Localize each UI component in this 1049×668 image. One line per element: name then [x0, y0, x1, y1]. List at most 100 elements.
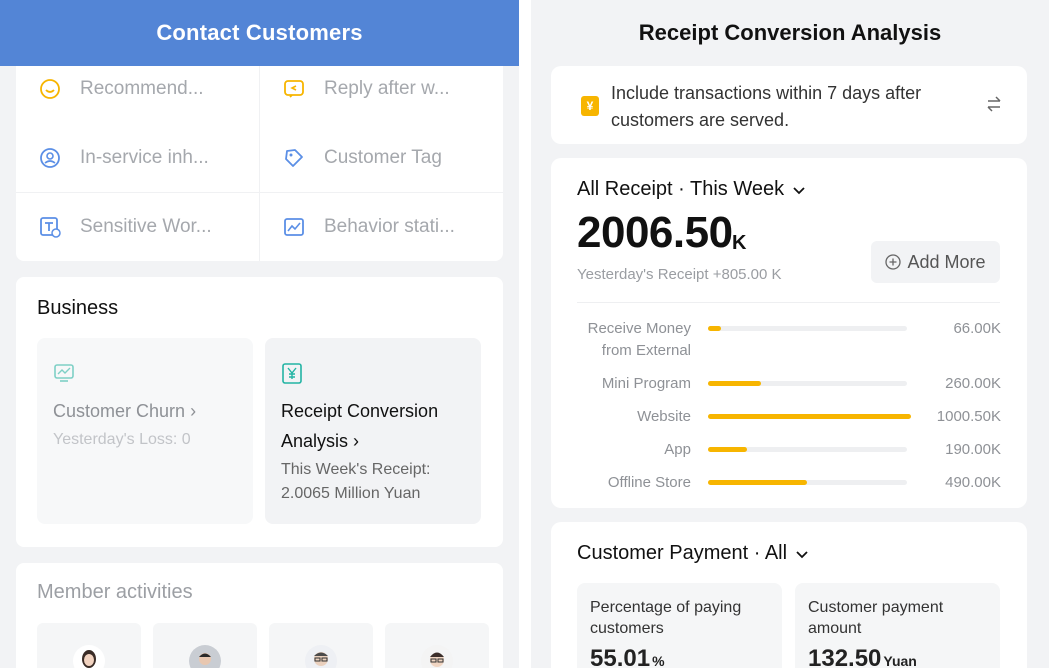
notice-card: ¥ Include transactions within 7 days aft… [551, 66, 1027, 144]
bar-row: Offline Store 490.00K [551, 472, 1027, 502]
member-tile[interactable] [385, 623, 489, 668]
user-transfer-icon [38, 146, 62, 170]
bar-label: Offline Store [607, 474, 691, 491]
receipt-unit: K [732, 232, 747, 254]
right-header-title: Receipt Conversion Analysis [638, 20, 942, 45]
member-tile[interactable] [153, 623, 257, 668]
bar [708, 414, 911, 419]
member-tile[interactable] [269, 623, 373, 668]
business-title: Business [37, 297, 119, 319]
payment-filter-dropdown[interactable]: Customer Payment · All [577, 542, 809, 565]
tools-divider-vertical [259, 66, 260, 261]
receipt-conversion-tile[interactable]: Receipt Conversion Analysis › This Week's… [265, 338, 481, 524]
tool-label: Reply after w... [324, 77, 450, 99]
bar-row: Website 1000.50K [551, 406, 1027, 436]
tag-icon [282, 146, 306, 170]
payment-amount-label: Customer payment amount [808, 599, 944, 637]
reply-chat-icon [282, 77, 306, 101]
customer-churn-name: Customer Churn › [53, 401, 197, 421]
add-more-button[interactable]: Add More [871, 241, 1000, 283]
chart-icon [282, 215, 306, 239]
bar-row: Mini Program 260.00K [551, 373, 1027, 403]
plus-circle-icon [885, 254, 902, 270]
paying-percentage-label: Percentage of paying customers [590, 599, 742, 637]
tool-label: Customer Tag [324, 146, 442, 168]
tool-sensitive-words[interactable]: Sensitive Wor... [16, 194, 259, 259]
bar-value-label: 260.00K [945, 375, 1001, 392]
chevron-down-icon [796, 550, 808, 558]
payment-amount-value: 132.50 Yuan [808, 645, 917, 668]
panel-divider [519, 0, 531, 668]
bar-track [708, 447, 907, 452]
tool-behavior-stats[interactable]: Behavior stati... [260, 194, 503, 259]
monitor-chart-icon [53, 362, 75, 384]
receipt-conversion-sub: This Week's Receipt: 2.0065 Million Yuan [281, 461, 431, 502]
bar-value-label: 66.00K [953, 320, 1001, 337]
member-activities-title: Member activities [37, 581, 193, 603]
yen-receipt-icon [281, 362, 303, 384]
bar [708, 326, 721, 331]
avatar [421, 645, 453, 668]
yesterday-receipt: Yesterday's Receipt +805.00 K [577, 266, 782, 283]
receipt-card: All Receipt · This Week 2006.50 K Yester… [551, 158, 1027, 508]
yen-icon: ¥ [581, 96, 599, 116]
paying-percentage-value: 55.01% [590, 645, 665, 668]
bar [708, 381, 761, 386]
smile-chat-icon [38, 77, 62, 101]
bar-row: Receive Money from External 66.00K [551, 318, 1027, 359]
bar-value-label: 190.00K [945, 441, 1001, 458]
customer-churn-sub: Yesterday's Loss: 0 [53, 431, 191, 448]
tools-divider-horizontal [16, 192, 503, 193]
right-header: Receipt Conversion Analysis [531, 0, 1049, 66]
add-more-label: Add More [907, 251, 986, 272]
swap-icon[interactable] [985, 94, 1003, 114]
payment-amount-tile[interactable]: Customer payment amount 132.50 Yuan [795, 583, 1000, 668]
contact-customers-panel: Contact Customers Recommend... Reply aft… [0, 0, 519, 668]
chevron-down-icon [793, 186, 805, 194]
tools-card: Recommend... Reply after w... In-service… [16, 66, 503, 261]
business-card: Business Customer Churn › Yesterday's Lo… [16, 277, 503, 547]
tool-label: In-service inh... [80, 146, 209, 168]
avatar [189, 645, 221, 668]
receipt-title: All Receipt · This Week [577, 178, 785, 200]
receipt-divider [577, 302, 1000, 303]
paying-percentage-tile[interactable]: Percentage of paying customers 55.01% [577, 583, 782, 668]
customer-payment-card: Customer Payment · All Percentage of pay… [551, 522, 1027, 668]
bar-row: App 190.00K [551, 439, 1027, 469]
bar-track [708, 381, 907, 386]
bar [708, 447, 747, 452]
tool-reply-after[interactable]: Reply after w... [260, 56, 503, 121]
tool-recommend[interactable]: Recommend... [16, 56, 259, 121]
receipt-filter-dropdown[interactable]: All Receipt · This Week [577, 178, 806, 201]
payment-title: Customer Payment · All [577, 542, 788, 564]
receipt-conversion-name: Receipt Conversion Analysis › [281, 401, 439, 451]
chevron-right-icon: › [190, 401, 197, 421]
bar-value-label: 490.00K [945, 474, 1001, 491]
avatar [73, 645, 105, 668]
chevron-right-icon: › [353, 431, 360, 451]
receipt-value: 2006.50 [577, 208, 733, 257]
tool-label: Sensitive Wor... [80, 215, 212, 237]
tool-label: Recommend... [80, 77, 204, 99]
bar-value-label: 1000.50K [936, 408, 1001, 425]
notice-text: Include transactions within 7 days after… [611, 83, 922, 130]
bar-label: App [664, 441, 691, 458]
member-activities-card: Member activities [16, 563, 503, 668]
avatar [305, 645, 337, 668]
bar-track [708, 480, 907, 485]
bar-track [708, 414, 911, 419]
member-tile[interactable] [37, 623, 141, 668]
bar-label: Mini Program [601, 375, 691, 392]
text-check-icon [38, 215, 62, 239]
receipt-analysis-panel: Receipt Conversion Analysis ¥ Include tr… [531, 0, 1049, 668]
bar-label: Website [637, 408, 691, 425]
bar-track [708, 326, 907, 331]
customer-churn-tile[interactable]: Customer Churn › Yesterday's Loss: 0 [37, 338, 253, 524]
left-header: Contact Customers [0, 0, 519, 66]
bar [708, 480, 807, 485]
bar-label: Receive Money from External [587, 320, 691, 359]
tool-in-service[interactable]: In-service inh... [16, 125, 259, 190]
left-header-title: Contact Customers [156, 20, 363, 45]
tool-customer-tag[interactable]: Customer Tag [260, 125, 503, 190]
tool-label: Behavior stati... [324, 215, 455, 237]
